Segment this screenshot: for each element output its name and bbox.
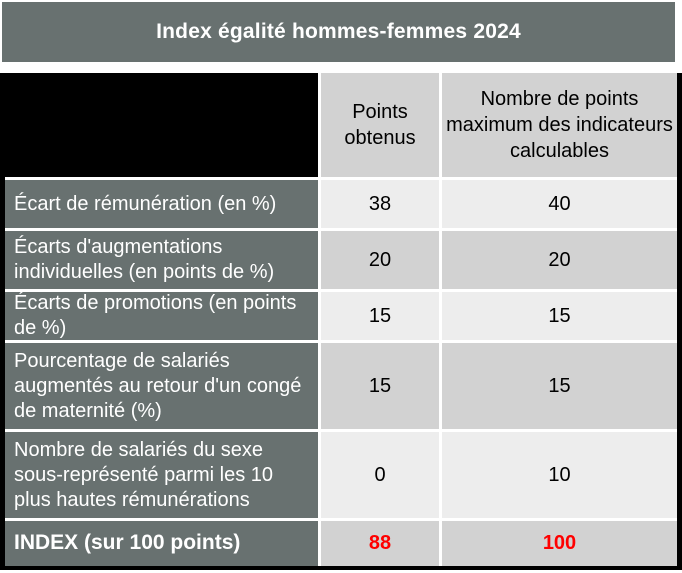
row-max-ecarts-promotions: 15 xyxy=(442,292,677,340)
row-label-ecarts-augmentations: Écarts d'augmentations individuelles (en… xyxy=(5,231,318,289)
row-label-sexe-sous-represente: Nombre de salariés du sexe sous-représen… xyxy=(5,432,318,518)
points-value: 20 xyxy=(368,248,392,271)
total-points-value: 88 xyxy=(368,532,392,554)
max-value: 20 xyxy=(548,248,571,271)
row-label-text: Écarts d'augmentations individuelles (en… xyxy=(14,236,275,283)
row-label-text: Nombre de salariés du sexe sous-représen… xyxy=(14,438,274,511)
row-label-text: Pourcentage de salariés augmentés au ret… xyxy=(14,349,302,422)
column-header-points-max: Nombre de points maximum des indicateurs… xyxy=(442,73,677,177)
points-value: 0 xyxy=(374,463,386,486)
row-max-sexe-sous-represente: 10 xyxy=(442,432,677,518)
row-label-text: Écart de rémunération (en %) xyxy=(14,192,277,215)
row-points-ecarts-promotions: 15 xyxy=(321,292,439,340)
column-header-points-label: Points obtenus xyxy=(344,101,416,149)
table-title-bar: Index égalité hommes-femmes 2024 xyxy=(2,2,675,62)
total-max-value: 100 xyxy=(542,532,577,554)
row-label-ecarts-promotions: Écarts de promotions (en points de %) xyxy=(5,292,318,340)
column-header-max-label: Nombre de points maximum des indicateurs… xyxy=(446,88,673,162)
column-header-points-obtenus: Points obtenus xyxy=(321,73,439,177)
table-grid: Points obtenus Nombre de points maximum … xyxy=(5,73,677,566)
row-points-sexe-sous-represente: 0 xyxy=(321,432,439,518)
total-label-text: INDEX (sur 100 points) xyxy=(14,531,241,555)
row-max-index-total: 100 xyxy=(442,521,677,566)
row-label-conge-maternite: Pourcentage de salariés augmentés au ret… xyxy=(5,343,318,429)
row-points-ecart-remuneration: 38 xyxy=(321,180,439,228)
max-value: 10 xyxy=(548,463,571,486)
redacted-company-cell xyxy=(5,73,318,177)
max-value: 15 xyxy=(548,304,571,327)
row-max-ecart-remuneration: 40 xyxy=(442,180,677,228)
points-value: 38 xyxy=(368,192,392,215)
row-points-index-total: 88 xyxy=(321,521,439,566)
row-points-ecarts-augmentations: 20 xyxy=(321,231,439,289)
row-max-conge-maternite: 15 xyxy=(442,343,677,429)
row-points-conge-maternite: 15 xyxy=(321,343,439,429)
row-label-text: Écarts de promotions (en points de %) xyxy=(14,292,297,339)
table-title: Index égalité hommes-femmes 2024 xyxy=(156,20,521,43)
row-label-ecart-remuneration: Écart de rémunération (en %) xyxy=(5,180,318,228)
row-label-index-total: INDEX (sur 100 points) xyxy=(5,521,318,566)
points-value: 15 xyxy=(368,374,392,397)
points-value: 15 xyxy=(368,304,392,327)
max-value: 15 xyxy=(548,374,571,397)
max-value: 40 xyxy=(548,192,571,215)
equality-index-table: Points obtenus Nombre de points maximum … xyxy=(0,73,682,570)
row-max-ecarts-augmentations: 20 xyxy=(442,231,677,289)
